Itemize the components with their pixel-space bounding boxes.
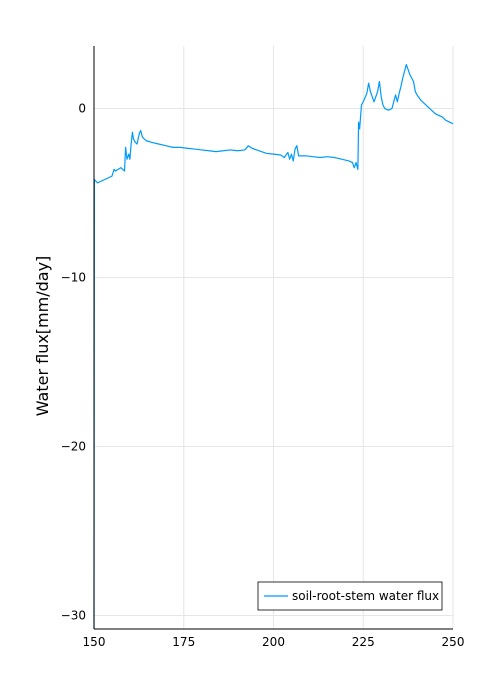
legend-entry-label: soil-root-stem water flux <box>292 589 439 603</box>
y-tick-label: −30 <box>61 608 86 622</box>
y-tick-label: −10 <box>61 271 86 285</box>
x-tick-label: 250 <box>442 635 465 649</box>
x-tick-label: 225 <box>352 635 375 649</box>
y-axis-label: Water flux[mm/day] <box>33 256 52 417</box>
x-tick-labels: 150 175 200 225 250 <box>83 635 465 649</box>
y-tick-label: 0 <box>78 102 86 116</box>
x-tick-label: 200 <box>262 635 285 649</box>
legend-box <box>257 581 443 611</box>
y-tick-label: −20 <box>61 439 86 453</box>
x-tick-label: 175 <box>172 635 195 649</box>
series-layer <box>93 63 454 630</box>
grid-lines <box>93 46 454 629</box>
legend: soil-root-stem water flux <box>257 581 443 611</box>
series-line <box>93 63 454 630</box>
axes <box>93 46 453 630</box>
x-tick-label: 150 <box>83 635 106 649</box>
y-tick-labels: −30 −20 −10 0 <box>61 102 86 623</box>
